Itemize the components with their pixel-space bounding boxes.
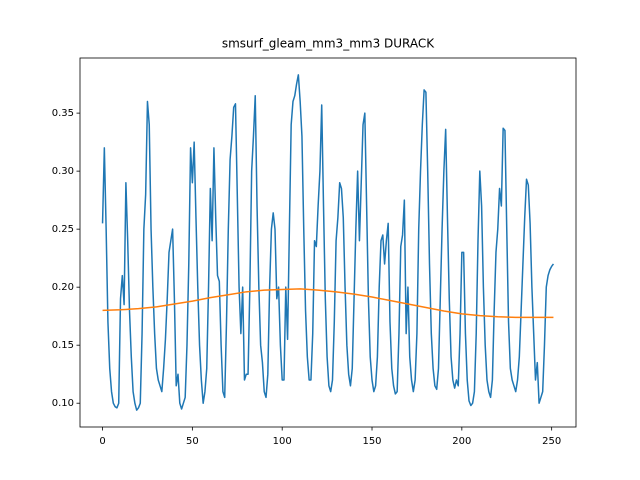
x-tick-label: 150 (362, 436, 381, 447)
x-tick-label: 250 (542, 436, 561, 447)
y-tick-label: 0.30 (52, 166, 74, 177)
x-tick-label: 50 (186, 436, 199, 447)
y-tick-label: 0.10 (52, 398, 74, 409)
y-tick-label: 0.35 (52, 108, 74, 119)
chart-title: smsurf_gleam_mm3_mm3 DURACK (222, 37, 435, 51)
x-tick-label: 200 (452, 436, 471, 447)
x-tick-label: 100 (273, 436, 292, 447)
line-series (102, 288, 554, 319)
y-tick-label: 0.20 (52, 282, 74, 293)
y-tick-label: 0.15 (52, 340, 74, 351)
axes-frame (79, 57, 577, 428)
y-tick-label: 0.25 (52, 224, 74, 235)
x-tick-label: 0 (99, 436, 105, 447)
line-series (101, 74, 555, 411)
